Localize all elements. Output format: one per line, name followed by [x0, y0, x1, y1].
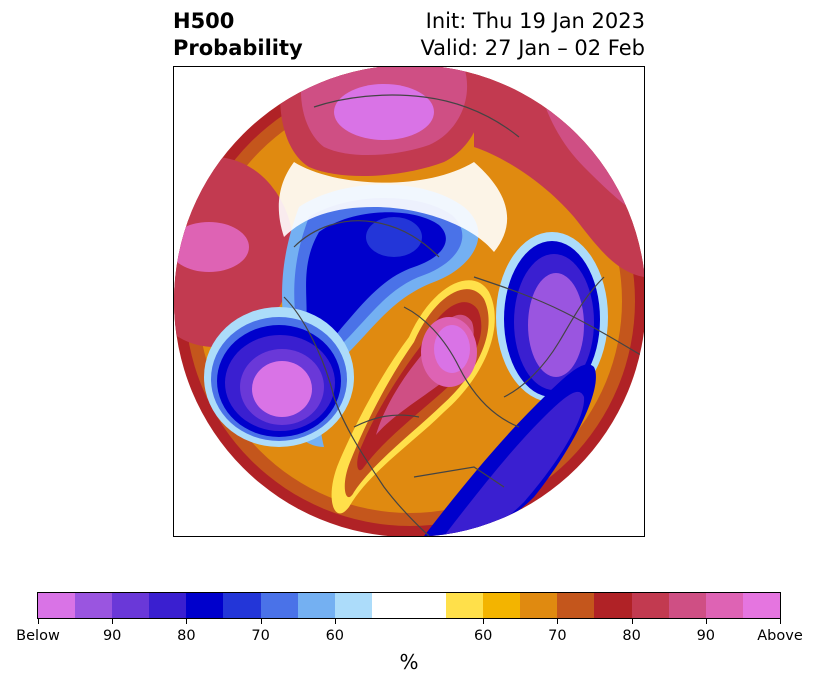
- colorbar: [37, 592, 781, 619]
- variable-label: H500: [173, 9, 235, 33]
- colorbar-unit-label: %: [399, 650, 419, 674]
- colorbar-segment: [149, 593, 187, 618]
- colorbar-segment: [557, 593, 595, 618]
- colorbar-segment: [260, 593, 298, 618]
- map-title-right: Init: Thu 19 Jan 2023 Valid: 27 Jan – 02…: [420, 8, 645, 62]
- probability-map: [173, 66, 645, 537]
- colorbar-segment: [408, 593, 447, 618]
- colorbar-segment: [742, 593, 780, 618]
- colorbar-tick-label: 90: [696, 628, 716, 644]
- colorbar-tick-label: 60: [325, 628, 345, 644]
- colorbar-tick-label: 70: [548, 628, 567, 644]
- colorbar-segment: [112, 593, 150, 618]
- colorbar-segment: [594, 593, 632, 618]
- product-label: Probability: [173, 36, 303, 60]
- colorbar-segment: [446, 593, 484, 618]
- colorbar-tick-label: 70: [251, 628, 270, 644]
- colorbar-segment: [631, 593, 669, 618]
- colorbar-tick-label: 60: [473, 628, 493, 644]
- colorbar-segment: [371, 593, 409, 618]
- colorbar-tick-mark: [483, 619, 484, 624]
- colorbar-tick-mark: [38, 619, 39, 624]
- colorbar-segment: [223, 593, 261, 618]
- colorbar-segment: [38, 593, 76, 618]
- colorbar-tick-mark: [335, 619, 336, 624]
- colorbar-segment: [297, 593, 335, 618]
- colorbar-tick-label: 90: [102, 628, 122, 644]
- colorbar-tick-label: Below: [16, 628, 60, 644]
- colorbar-tick-label: 80: [177, 628, 196, 644]
- colorbar-segment: [186, 593, 224, 618]
- colorbar-segment: [668, 593, 706, 618]
- valid-range-label: Valid: 27 Jan – 02 Feb: [420, 36, 645, 60]
- colorbar-tick-label: 80: [622, 628, 641, 644]
- colorbar-tick-label: Above: [757, 628, 803, 644]
- coastlines: [283, 94, 644, 536]
- colorbar-tick-mark: [186, 619, 187, 624]
- colorbar-tick-mark: [261, 619, 262, 624]
- probability-field: [174, 67, 644, 536]
- init-date-label: Init: Thu 19 Jan 2023: [425, 9, 645, 33]
- colorbar-tick-mark: [706, 619, 707, 624]
- colorbar-segment: [520, 593, 558, 618]
- colorbar-tick-mark: [780, 619, 781, 624]
- colorbar-tick-mark: [112, 619, 113, 624]
- colorbar-segment: [705, 593, 743, 618]
- map-title-left: H500 Probability: [173, 8, 303, 62]
- colorbar-tick-mark: [632, 619, 633, 624]
- colorbar-segment: [75, 593, 113, 618]
- colorbar-segment: [483, 593, 521, 618]
- map-canvas: [174, 67, 644, 536]
- colorbar-segment: [334, 593, 372, 618]
- colorbar-tick-mark: [557, 619, 558, 624]
